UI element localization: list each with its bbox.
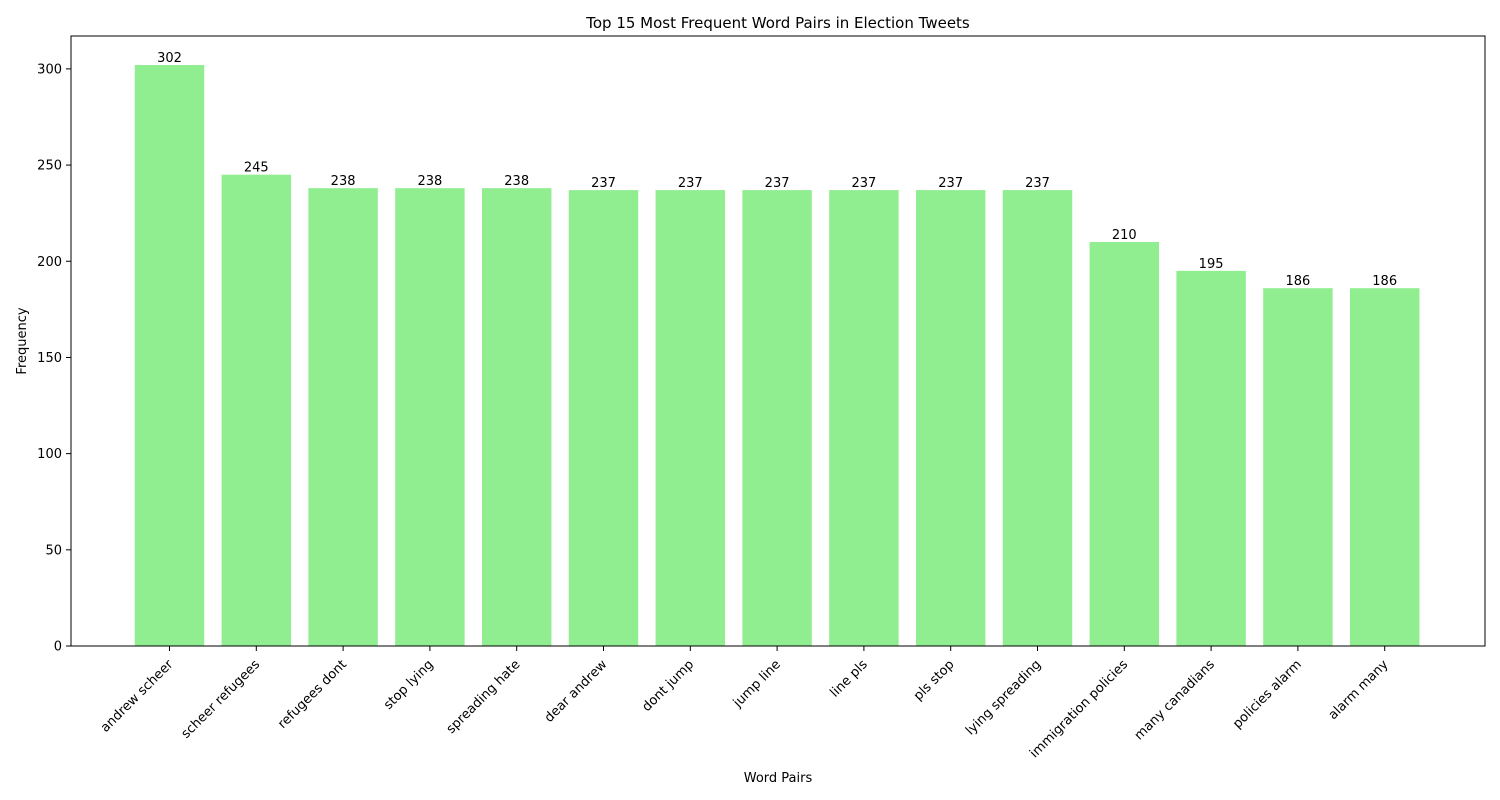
y-axis: 0 50 100 150 200 250 300 (37, 62, 71, 655)
bar (134, 65, 205, 647)
bar-value-label: 237 (1025, 176, 1050, 191)
x-axis: andrew scheer scheer refugees refugees don… (98, 646, 1392, 761)
x-tick-label: jump line (730, 657, 784, 711)
bar (395, 188, 465, 646)
bar (221, 174, 292, 646)
bar (1089, 242, 1160, 646)
bar (308, 188, 378, 646)
bar (568, 190, 639, 646)
y-tick-label: 200 (37, 255, 62, 270)
x-tick-label: policies alarm (1230, 657, 1305, 732)
y-axis-label: Frequency (15, 307, 30, 374)
bar-value-label: 238 (417, 174, 442, 189)
y-tick-label: 250 (37, 159, 62, 174)
bar-value-label: 238 (504, 174, 529, 189)
bar-value-label: 186 (1372, 274, 1397, 289)
x-tick-label: spreading hate (444, 657, 524, 737)
y-tick-label: 0 (54, 640, 62, 655)
x-tick-label: dont jump (640, 657, 698, 715)
bar (1349, 288, 1420, 646)
y-tick-label: 50 (45, 543, 62, 558)
bar-value-label: 237 (765, 176, 790, 191)
x-tick-label: pls stop (911, 657, 958, 704)
bar-value-label: 237 (591, 176, 616, 191)
bar-value-label: 245 (244, 161, 269, 176)
bar-value-label: 186 (1285, 274, 1310, 289)
chart-title: Top 15 Most Frequent Word Pairs in Elect… (585, 14, 970, 32)
bar-value-label: 237 (851, 176, 876, 191)
bar (1176, 270, 1246, 646)
x-tick-label: scheer refugees (179, 657, 264, 742)
bar-value-label: 238 (331, 174, 356, 189)
bar-value-label: 302 (157, 51, 182, 66)
x-tick-label: dear andrew (542, 657, 611, 726)
x-tick-label: stop lying (381, 657, 437, 713)
x-tick-label: many canadians (1132, 657, 1218, 743)
bar (915, 190, 986, 646)
x-tick-label: lying spreading (963, 657, 1044, 738)
bar (481, 188, 552, 646)
bar (742, 190, 812, 646)
x-tick-label: refugees dont (275, 657, 350, 732)
bar-value-label: 210 (1112, 228, 1137, 243)
bar-value-label: 195 (1199, 257, 1224, 272)
x-tick-label: alarm many (1326, 657, 1392, 723)
x-tick-label: andrew scheer (98, 657, 177, 736)
y-tick-label: 150 (37, 351, 62, 366)
bar (655, 190, 726, 646)
bar (829, 190, 899, 646)
x-axis-label: Word Pairs (744, 771, 813, 786)
bar-value-label: 237 (678, 176, 703, 191)
plot-area-frame (70, 35, 1486, 647)
bar-value-label: 237 (938, 176, 963, 191)
bar (1002, 190, 1073, 646)
bar (1263, 288, 1333, 646)
y-tick-label: 300 (37, 62, 62, 77)
bars-layer (134, 65, 1420, 647)
data-labels-layer: 302 245 238 238 238 237 237 237 237 237 237 210 195 1… (157, 51, 1397, 289)
x-tick-label: immigration policies (1027, 657, 1131, 761)
x-tick-label: line pls (827, 657, 870, 700)
y-tick-label: 100 (37, 447, 62, 462)
